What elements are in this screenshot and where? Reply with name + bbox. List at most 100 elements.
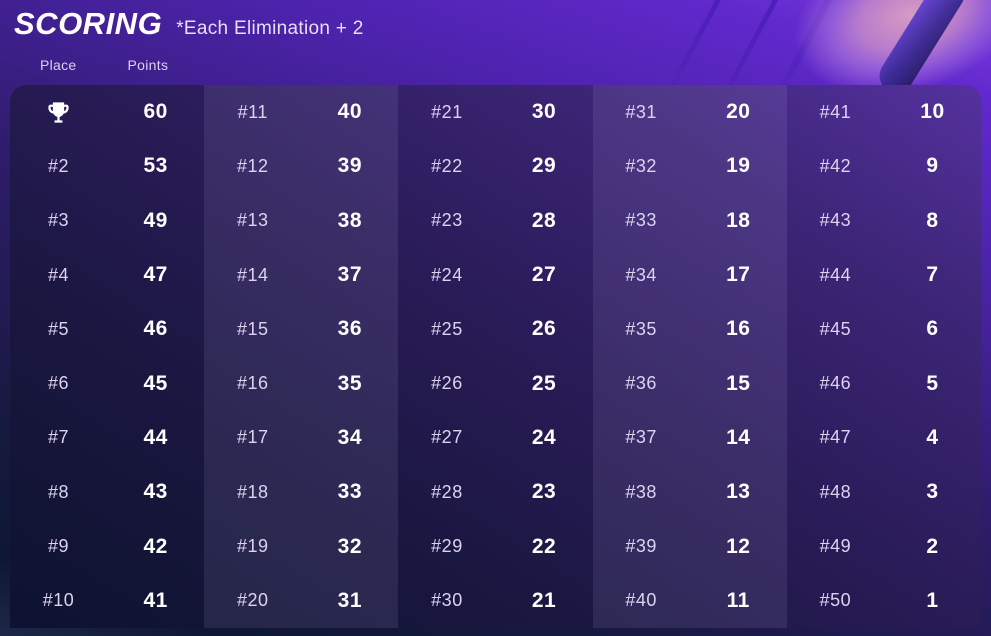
score-row: #30 21 [398, 574, 592, 628]
score-row: 60 [10, 85, 204, 139]
place-label: #16 [236, 373, 269, 394]
points-value: 32 [337, 534, 363, 558]
points-value: 45 [143, 371, 168, 395]
points-value: 39 [337, 154, 363, 178]
place-label: #4 [48, 264, 70, 285]
points-value: 46 [143, 317, 168, 341]
place-label: #6 [48, 373, 70, 394]
points-value: 10 [920, 100, 945, 124]
score-row: #50 1 [787, 574, 981, 628]
place-label: #3 [48, 210, 70, 231]
place-column-label: Place [40, 57, 77, 73]
points-value: 42 [143, 534, 168, 558]
place-label: #8 [48, 481, 70, 502]
place-label: #10 [42, 590, 75, 611]
score-row: #36 15 [593, 356, 787, 410]
points-value: 22 [531, 534, 557, 558]
place-label: #22 [431, 155, 463, 176]
place-label: #24 [431, 264, 463, 285]
points-value: 27 [531, 263, 557, 287]
place-label: #42 [819, 155, 852, 176]
score-row: #2 53 [10, 139, 204, 193]
artwork-bracelet [873, 0, 971, 86]
place-label: #35 [625, 318, 657, 339]
place-label: #14 [236, 264, 269, 285]
score-row: #28 23 [398, 465, 592, 519]
place-label: #39 [625, 536, 657, 557]
score-row: #14 37 [204, 248, 398, 302]
score-row: #17 34 [204, 411, 398, 465]
place-label: #23 [431, 210, 463, 231]
points-value: 43 [143, 480, 168, 504]
place-label: #41 [819, 101, 852, 122]
points-value: 30 [531, 100, 557, 124]
points-value: 23 [531, 480, 557, 504]
place-label: #43 [819, 210, 852, 231]
points-value: 1 [926, 588, 939, 612]
place-label: #37 [625, 427, 657, 448]
place-label: #27 [431, 427, 463, 448]
place-label: #19 [236, 536, 269, 557]
place-label: #46 [819, 373, 852, 394]
score-row: #40 11 [593, 574, 787, 628]
points-value: 41 [143, 588, 168, 612]
score-row: #39 12 [593, 519, 787, 573]
score-row: #25 26 [398, 302, 592, 356]
place-label: #26 [431, 373, 463, 394]
place-label: #7 [48, 427, 70, 448]
score-column-4: #31 20 #32 19 #33 18 #34 17 #35 16 #36 15 #37 14 #38 13… [592, 85, 787, 628]
artwork-streak [833, 0, 894, 86]
points-value: 19 [726, 154, 751, 178]
place-label: #34 [625, 264, 657, 285]
points-value: 31 [337, 588, 363, 612]
place-label: #47 [819, 427, 852, 448]
points-value: 60 [143, 100, 168, 124]
score-row: #9 42 [10, 519, 204, 573]
points-value: 47 [143, 263, 168, 287]
points-value: 20 [726, 100, 751, 124]
score-column-3: #21 30 #22 29 #23 28 #24 27 #25 26 #26 25 #27 24 #28 23… [398, 85, 592, 628]
points-value: 9 [926, 154, 939, 178]
place-label: #2 [48, 155, 70, 176]
points-value: 33 [337, 480, 363, 504]
place-label: #15 [236, 318, 269, 339]
score-row: #37 14 [593, 411, 787, 465]
scoring-table: 60 #2 53 #3 49 #4 47 #5 46 #6 45 #7 44 #8 43 #9 42 #10 41 … [10, 85, 981, 628]
score-row: #32 19 [593, 139, 787, 193]
score-row: #13 38 [204, 194, 398, 248]
score-row: #41 10 [787, 85, 981, 139]
points-value: 16 [726, 317, 751, 341]
points-value: 12 [726, 534, 751, 558]
score-row: #12 39 [204, 139, 398, 193]
score-row: #15 36 [204, 302, 398, 356]
score-row: #47 4 [787, 411, 981, 465]
trophy-icon [48, 102, 69, 123]
place-label: #17 [236, 427, 269, 448]
score-row: #26 25 [398, 356, 592, 410]
points-value: 17 [726, 263, 751, 287]
points-value: 21 [531, 588, 557, 612]
points-value: 29 [531, 154, 557, 178]
score-row: #6 45 [10, 356, 204, 410]
score-row: #33 18 [593, 194, 787, 248]
score-row: #38 13 [593, 465, 787, 519]
place-label [10, 99, 107, 126]
score-row: #19 32 [204, 519, 398, 573]
points-value: 14 [726, 425, 751, 449]
score-column-1: 60 #2 53 #3 49 #4 47 #5 46 #6 45 #7 44 #8 43 #9 42 #10 41 [10, 85, 204, 628]
score-row: #35 16 [593, 302, 787, 356]
artwork-streak [766, 0, 839, 86]
points-value: 35 [337, 371, 363, 395]
points-value: 28 [531, 208, 557, 232]
points-value: 5 [926, 371, 939, 395]
page-header: SCORING *Each Elimination + 2 [14, 6, 364, 42]
place-label: #48 [819, 481, 852, 502]
score-row: #45 6 [787, 302, 981, 356]
artwork-streak [703, 0, 784, 86]
score-row: #3 49 [10, 194, 204, 248]
score-row: #42 9 [787, 139, 981, 193]
artwork-streak [671, 0, 727, 86]
points-value: 15 [726, 371, 751, 395]
score-row: #10 41 [10, 574, 204, 628]
score-row: #18 33 [204, 465, 398, 519]
